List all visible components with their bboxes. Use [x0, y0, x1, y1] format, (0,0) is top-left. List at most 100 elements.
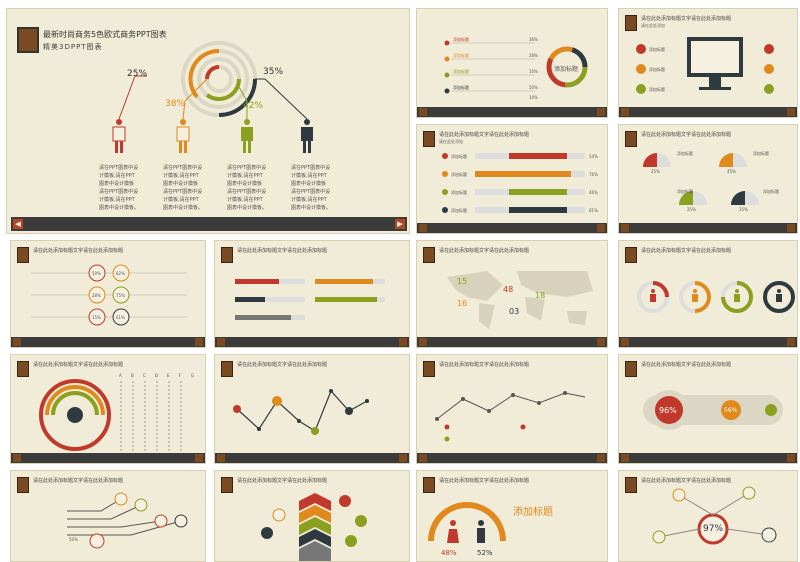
pct-label: 56% [724, 407, 738, 414]
title-marker [625, 15, 637, 31]
pct-35: 35% [263, 67, 284, 77]
list-item: 添加标题 [453, 69, 469, 74]
pct-label: 75% [116, 293, 125, 298]
list-item: 添加标题 [451, 190, 467, 195]
title-marker [221, 247, 233, 263]
thumbnail-slide-15[interactable]: 请在此处添加标题文字请在此处添加标题 [214, 470, 410, 562]
thumbnail-slide-2[interactable]: 添加标题 添加标题 添加标题 添加标题 添加标题 36% 28% 10% 50%… [416, 8, 608, 118]
thumbnail-slide-11[interactable]: 请在此处添加标题文字请在此处添加标题 [214, 354, 410, 464]
slide-title: 请在此处添加标题文字请在此处添加标题 [439, 248, 530, 254]
network-chart [67, 492, 188, 549]
title-marker [625, 361, 637, 377]
list-item: 添加标题 [451, 208, 467, 213]
chevron-stack-chart [261, 493, 367, 561]
circle-list-chart [31, 264, 187, 326]
map-stat: 18 [535, 291, 546, 300]
title-marker [17, 477, 29, 493]
thumbnail-slide-3[interactable]: 请在此处添加标题文字请在此处添加标题 请在此处添加 添加标题 添加标题 添加标题 [618, 8, 798, 118]
next-slide-button[interactable]: ▶ [395, 219, 405, 229]
thumbnail-slide-10[interactable]: 请在此处添加标题文字请在此处添加标题 A B C D E F G [10, 354, 206, 464]
pct-label: 25% [687, 207, 696, 212]
slide-footer [417, 337, 607, 347]
pct-label: 48% [441, 549, 457, 557]
pct-label: 46% [589, 190, 598, 195]
slide-footer [215, 337, 409, 347]
thumbnail-slide-16[interactable]: 请在此处添加标题文字请在此处添加标题 添加标题 48% 52% [416, 470, 608, 562]
col-letter: D [155, 373, 159, 378]
slide-footer [619, 107, 797, 117]
pct-label: 61% [116, 315, 125, 320]
thumbnail-slide-5[interactable]: 请在此处添加标题文字请在此处添加标题 添加标题 添加标题 添加标题 添加标题 2… [618, 124, 798, 234]
slide-footer [417, 453, 607, 463]
slide-footer [619, 337, 797, 347]
page-subtitle: 精美3DPPT图表 [43, 43, 103, 51]
world-map-chart [447, 271, 593, 329]
title-marker [423, 247, 435, 263]
thumbnail-slide-13[interactable]: 请在此处添加标题文字请在此处添加标题 96% 56% [618, 354, 798, 464]
list-item: 添加标题 [453, 85, 469, 90]
pct-label: 28% [529, 53, 538, 58]
title-marker [423, 477, 435, 493]
list-item: 添加标题 [763, 189, 779, 194]
title-marker [625, 247, 637, 263]
main-slide[interactable]: 最新时尚商务5色欧式商务PPT图表 精美3DPPT图表 [6, 8, 410, 234]
text-block-1: 请在PPT图表中设 计模板,请在PPT 图表中设计模板 请在PPT图表中设 计模板,请在… [99, 165, 140, 211]
slide-title: 请在此处添加标题文字请在此处添加标题 [237, 478, 328, 484]
thumbnail-slide-9[interactable]: 请在此处添加标题文字请在此处添加标题 [618, 240, 798, 348]
bubble-path-chart [643, 390, 783, 430]
section-title: 添加标题 [513, 507, 553, 518]
thumbnail-slide-14[interactable]: 请在此处添加标题文字请在此处添加标题 50% [10, 470, 206, 562]
prev-slide-button[interactable]: ◀ [13, 219, 23, 229]
slide-title: 请在此处添加标题文字请在此处添加标题 [237, 248, 328, 254]
thumbnail-slide-12[interactable]: 请在此处添加标题文字请在此处添加标题 [416, 354, 608, 464]
title-marker [423, 131, 435, 147]
person-icon-dark [301, 119, 313, 153]
slide-footer [619, 453, 797, 463]
line-chart [435, 391, 586, 442]
thumbnail-slide-8[interactable]: 请在此处添加标题文字请在此处添加标题 15 48 16 18 03 [416, 240, 608, 348]
slide-footer [11, 453, 205, 463]
list-item: 添加标题 [649, 87, 665, 92]
slide-footer [11, 337, 205, 347]
gauge-chart [643, 153, 759, 205]
person-ring-chart [637, 281, 795, 313]
pct-38: 38% [165, 99, 186, 109]
main-chart [112, 41, 313, 153]
title-marker [221, 361, 233, 377]
slide-footer [417, 223, 607, 233]
text-block-3: 请在PPT图表中设 计模板,请在PPT 图表中设计模板 请在PPT图表中设 计模板,请在… [227, 165, 268, 211]
title-marker [625, 131, 637, 147]
pct-label: 25% [651, 169, 660, 174]
slide-nav-bar: ◀ ▶ [11, 217, 407, 231]
progress-bar-chart [235, 279, 385, 320]
radial-node-chart [652, 486, 777, 545]
person-icon-orange [176, 119, 190, 153]
slide-footer [215, 453, 409, 463]
slide-footer [417, 107, 607, 117]
map-stat: 15 [457, 277, 468, 286]
text-block-2: 请在PPT图表中设 计模板,请在PPT 图表中设计模板 请在PPT图表中设 计模板,请在… [163, 165, 204, 211]
pct-label: 54% [589, 154, 598, 159]
pct-label: 15% [92, 315, 101, 320]
col-letter: A [119, 373, 122, 378]
slide-title: 请在此处添加标题文字请在此处添加标题 [33, 248, 124, 254]
thumbnail-slide-4[interactable]: 请在此处添加标题文字请在此处添加标题 请在此处添加 添加标题 添加标题 添加标题… [416, 124, 608, 234]
col-letter: C [143, 373, 146, 378]
bar-chart [442, 153, 585, 213]
pct-label: 28% [92, 293, 101, 298]
thumbnail-slide-6[interactable]: 请在此处添加标题文字请在此处添加标题 50% 82% 28% 75% 15% 6… [10, 240, 206, 348]
slide-subtitle: 请在此处添加 [641, 23, 665, 28]
map-stat: 16 [457, 299, 468, 308]
pct-label: 82% [116, 271, 125, 276]
slide-title: 请在此处添加标题文字请在此处添加标题 [237, 362, 328, 368]
text-block-4: 请在PPT图表中设 计模板,请在PPT 图表中设计模板 请在PPT图表中设 计模板,请在… [291, 165, 332, 211]
thumbnail-slide-17[interactable]: 请在此处添加标题文字请在此处添加标题 97% [618, 470, 798, 562]
pct-label: 10% [529, 69, 538, 74]
pct-label: 25% [739, 207, 748, 212]
list-item: 添加标题 [453, 53, 469, 58]
col-letter: B [131, 373, 134, 378]
pct-25: 25% [127, 69, 148, 79]
pct-label: 50% [69, 537, 78, 542]
slide-title: 请在此处添加标题文字请在此处添加标题 [641, 478, 732, 484]
thumbnail-slide-7[interactable]: 请在此处添加标题文字请在此处添加标题 [214, 240, 410, 348]
